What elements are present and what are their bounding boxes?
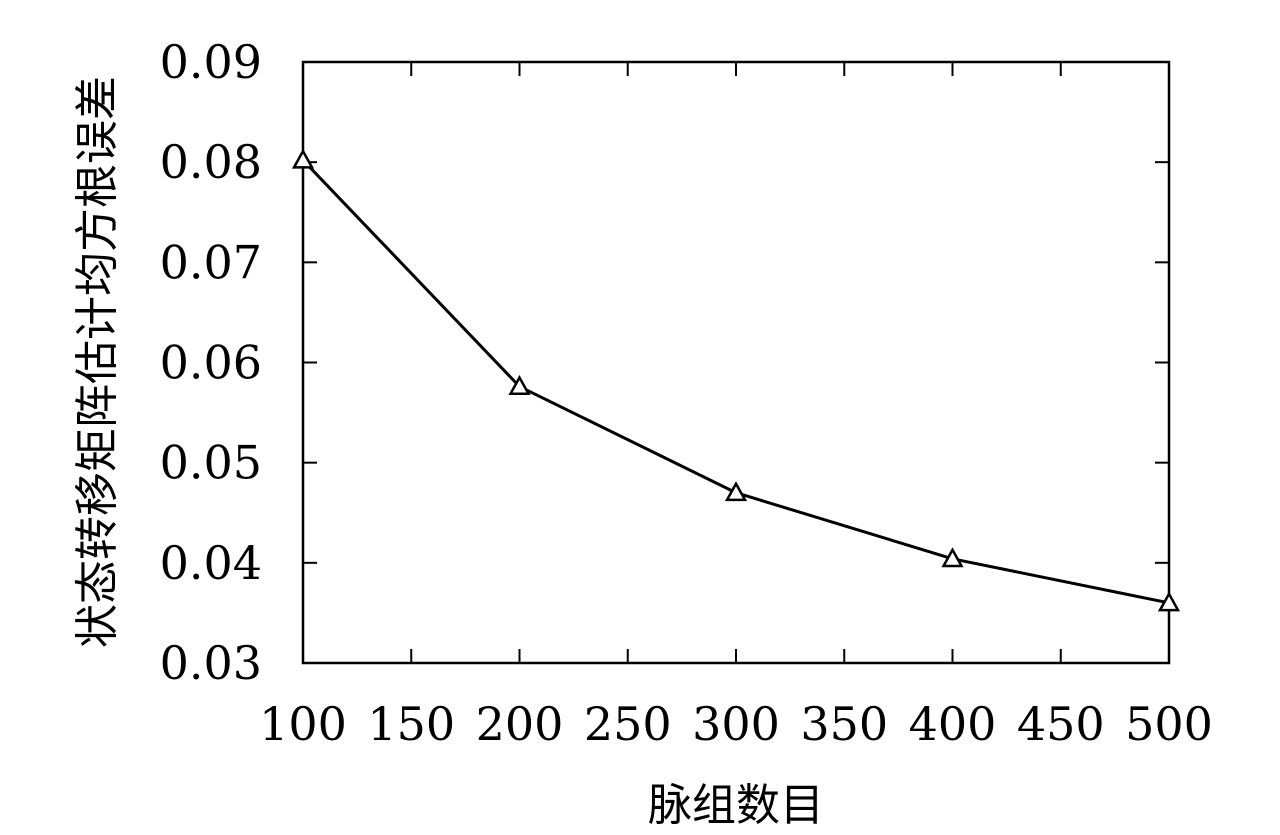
x-tick-label: 300 xyxy=(692,697,780,751)
x-tick-label: 500 xyxy=(1125,697,1213,751)
plot-frame xyxy=(301,60,1171,665)
y-axis-title: 状态转移矩阵估计均方根误差 xyxy=(72,76,123,648)
series-line xyxy=(301,159,1170,605)
y-tick-label: 0.05 xyxy=(160,436,262,490)
data-point-marker xyxy=(291,148,315,169)
x-tick-label: 400 xyxy=(909,697,997,751)
y-tick-label: 0.06 xyxy=(160,336,262,390)
x-axis-ticks: 100 150 200 250 300 350 400 450 500 xyxy=(259,62,1213,751)
y-tick-label: 0.09 xyxy=(160,35,262,89)
y-tick-label: 0.08 xyxy=(160,135,262,189)
x-tick-label: 200 xyxy=(476,697,564,751)
data-point-marker xyxy=(508,374,531,395)
x-tick-label: 150 xyxy=(367,697,455,751)
data-point-marker xyxy=(941,547,964,568)
series-layer xyxy=(291,148,1181,612)
data-point-marker xyxy=(1157,591,1181,612)
x-tick-label: 350 xyxy=(800,697,888,751)
y-tick-label: 0.07 xyxy=(160,235,262,289)
x-tick-label: 450 xyxy=(1017,697,1105,751)
x-tick-label: 250 xyxy=(584,697,672,751)
x-axis-title: 脉组数目 xyxy=(648,780,824,831)
data-point-marker xyxy=(724,481,748,502)
y-tick-label: 0.04 xyxy=(160,536,262,590)
y-axis-ticks: 0.03 0.04 0.05 0.06 0.07 0.08 0.09 xyxy=(160,35,1169,690)
y-tick-label: 0.03 xyxy=(160,636,262,690)
x-tick-label: 100 xyxy=(259,697,347,751)
